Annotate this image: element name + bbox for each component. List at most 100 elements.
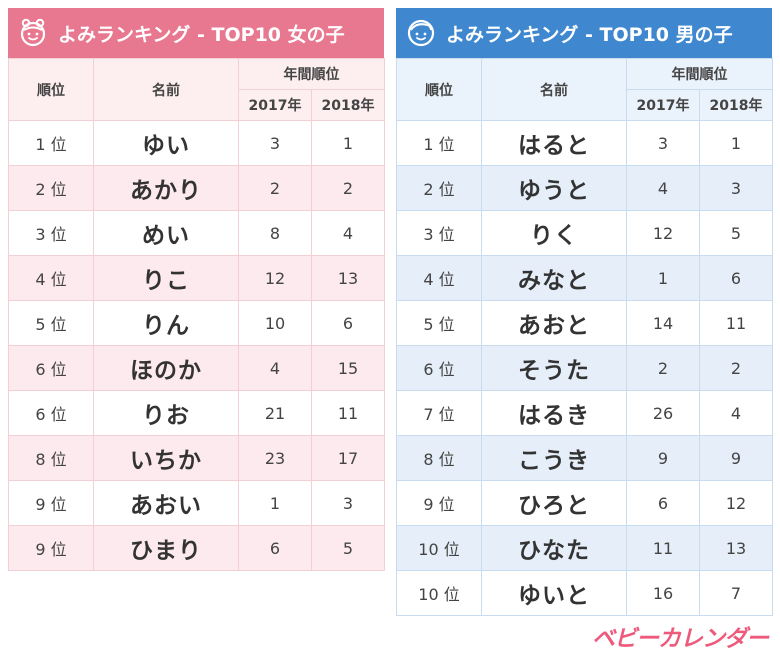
rank-column-header: 順位 — [8, 58, 94, 121]
name-cell: ゆい — [93, 120, 239, 166]
annual-rank-header: 年間順位 — [626, 58, 773, 90]
rank-cell: 5 位 — [396, 300, 482, 346]
table-row: 1 位はると 3 1 — [396, 120, 773, 166]
name-cell: りこ — [93, 255, 239, 301]
year-2017-cell: 4 — [626, 165, 700, 211]
year-2017-cell: 6 — [238, 525, 312, 571]
year-2017-cell: 3 — [626, 120, 700, 166]
year-2018-cell: 1 — [699, 120, 773, 166]
name-column-header: 名前 — [481, 58, 627, 121]
year-2018-cell: 4 — [311, 210, 385, 256]
table-row: 6 位そうた 2 2 — [396, 345, 773, 391]
year-2018-cell: 2 — [311, 165, 385, 211]
rank-cell: 6 位 — [8, 390, 94, 436]
year-2017-cell: 23 — [238, 435, 312, 481]
rank-cell: 4 位 — [8, 255, 94, 301]
rank-cell: 1 位 — [8, 120, 94, 166]
boys-title: よみランキング - TOP10 男の子 — [446, 23, 733, 46]
year-2017-cell: 10 — [238, 300, 312, 346]
table-row: 2 位ゆうと 4 3 — [396, 165, 773, 211]
name-cell: りお — [93, 390, 239, 436]
name-cell: あかり — [93, 165, 239, 211]
year-2018-cell: 6 — [311, 300, 385, 346]
table-row: 5 位りん 10 6 — [8, 300, 385, 346]
name-cell: りん — [93, 300, 239, 346]
name-cell: めい — [93, 210, 239, 256]
year-2017-cell: 9 — [626, 435, 700, 481]
year-2017-cell: 26 — [626, 390, 700, 436]
girls-title: よみランキング - TOP10 女の子 — [58, 23, 345, 46]
year-2018-cell: 13 — [311, 255, 385, 301]
name-cell: あおい — [93, 480, 239, 526]
year-2017-header: 2017年 — [626, 89, 700, 121]
name-cell: そうた — [481, 345, 627, 391]
year-2017-cell: 8 — [238, 210, 312, 256]
year-2017-cell: 3 — [238, 120, 312, 166]
name-column-header: 名前 — [93, 58, 239, 121]
year-2017-cell: 14 — [626, 300, 700, 346]
year-2017-cell: 21 — [238, 390, 312, 436]
year-2018-cell: 4 — [699, 390, 773, 436]
name-cell: ほのか — [93, 345, 239, 391]
table-row: 2 位あかり 2 2 — [8, 165, 385, 211]
year-2018-cell: 3 — [699, 165, 773, 211]
name-cell: いちか — [93, 435, 239, 481]
rank-cell: 6 位 — [8, 345, 94, 391]
year-2018-header: 2018年 — [699, 89, 773, 121]
table-row: 3 位りく 12 5 — [396, 210, 773, 256]
table-row: 8 位こうき 9 9 — [396, 435, 773, 481]
rank-cell: 3 位 — [8, 210, 94, 256]
table-row: 4 位りこ 12 13 — [8, 255, 385, 301]
year-2017-cell: 1 — [626, 255, 700, 301]
year-2018-cell: 2 — [699, 345, 773, 391]
year-2018-header: 2018年 — [311, 89, 385, 121]
year-2018-cell: 17 — [311, 435, 385, 481]
table-row: 9 位ひまり 6 5 — [8, 525, 385, 571]
name-cell: ひろと — [481, 480, 627, 526]
boys-ranking-panel: よみランキング - TOP10 男の子 順位 名前 年間順位 2017年 201… — [396, 8, 773, 616]
table-row: 9 位ひろと 6 12 — [396, 480, 773, 526]
girls-header: よみランキング - TOP10 女の子 — [8, 8, 384, 58]
year-2018-cell: 3 — [311, 480, 385, 526]
rank-cell: 4 位 — [396, 255, 482, 301]
table-row: 3 位めい 8 4 — [8, 210, 385, 256]
year-2018-cell: 7 — [699, 570, 773, 616]
year-2018-cell: 5 — [311, 525, 385, 571]
year-2017-cell: 12 — [238, 255, 312, 301]
rank-cell: 5 位 — [8, 300, 94, 346]
year-2018-cell: 9 — [699, 435, 773, 481]
rank-cell: 2 位 — [396, 165, 482, 211]
year-2018-cell: 5 — [699, 210, 773, 256]
year-2018-cell: 11 — [699, 300, 773, 346]
boys-ranking-table: 順位 名前 年間順位 2017年 2018年 1 位はると 3 1 2 位ゆうと 4 3 3… — [396, 58, 773, 616]
boy-face-icon — [407, 19, 435, 47]
table-row: 6 位りお 21 11 — [8, 390, 385, 436]
table-row: 8 位いちか 23 17 — [8, 435, 385, 481]
name-cell: ゆいと — [481, 570, 627, 616]
name-cell: はるき — [481, 390, 627, 436]
table-row: 9 位あおい 1 3 — [8, 480, 385, 526]
table-row: 1 位ゆい 3 1 — [8, 120, 385, 166]
rank-cell: 2 位 — [8, 165, 94, 211]
name-cell: ゆうと — [481, 165, 627, 211]
name-cell: りく — [481, 210, 627, 256]
table-row: 4 位みなと 1 6 — [396, 255, 773, 301]
year-2017-cell: 4 — [238, 345, 312, 391]
table-row: 6 位ほのか 4 15 — [8, 345, 385, 391]
year-2018-cell: 15 — [311, 345, 385, 391]
rank-cell: 10 位 — [396, 570, 482, 616]
girls-ranking-panel: よみランキング - TOP10 女の子 順位 名前 年間順位 2017年 201… — [8, 8, 385, 571]
year-2018-cell: 6 — [699, 255, 773, 301]
year-2018-cell: 13 — [699, 525, 773, 571]
boys-header: よみランキング - TOP10 男の子 — [396, 8, 772, 58]
table-row: 7 位はるき 26 4 — [396, 390, 773, 436]
name-cell: あおと — [481, 300, 627, 346]
table-row: 10 位ひなた 11 13 — [396, 525, 773, 571]
year-2017-cell: 12 — [626, 210, 700, 256]
rank-cell: 6 位 — [396, 345, 482, 391]
year-2018-cell: 1 — [311, 120, 385, 166]
year-2017-cell: 16 — [626, 570, 700, 616]
rank-column-header: 順位 — [396, 58, 482, 121]
year-2017-cell: 2 — [626, 345, 700, 391]
rank-cell: 7 位 — [396, 390, 482, 436]
